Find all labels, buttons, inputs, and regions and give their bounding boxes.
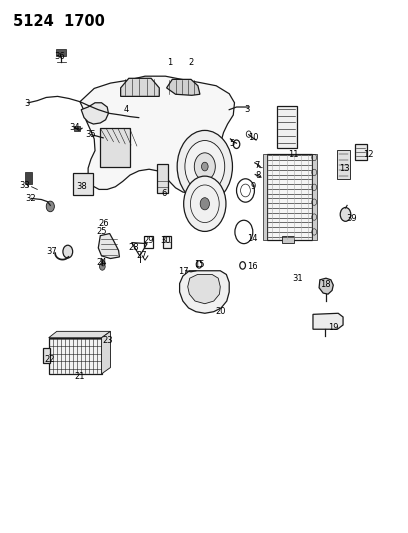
Bar [337, 150, 350, 179]
Text: 34: 34 [70, 123, 80, 132]
Bar [73, 173, 93, 195]
Bar [42, 349, 50, 364]
Bar [49, 338, 102, 374]
Bar [74, 126, 80, 132]
Text: 23: 23 [102, 336, 113, 345]
Text: 19: 19 [328, 323, 339, 332]
Circle shape [202, 162, 208, 171]
Text: 1: 1 [167, 59, 172, 67]
Polygon shape [81, 103, 109, 124]
Text: 16: 16 [247, 262, 257, 271]
Text: 29: 29 [144, 237, 154, 246]
Bar [25, 172, 32, 184]
Text: 37: 37 [46, 247, 57, 256]
Circle shape [100, 263, 105, 270]
Bar [56, 49, 66, 56]
Text: 2: 2 [188, 59, 194, 67]
Bar [267, 154, 312, 240]
Bar [277, 106, 297, 149]
Text: 38: 38 [77, 182, 87, 191]
Circle shape [63, 245, 73, 258]
Text: 27: 27 [137, 252, 148, 260]
Polygon shape [121, 78, 159, 96]
Text: 7: 7 [254, 161, 259, 170]
Text: 5: 5 [230, 139, 235, 148]
Text: 36: 36 [54, 52, 65, 61]
Circle shape [101, 261, 105, 266]
Circle shape [185, 141, 225, 192]
Bar [100, 128, 130, 166]
Text: 4: 4 [124, 104, 129, 114]
Text: 18: 18 [320, 279, 330, 288]
Text: 21: 21 [74, 372, 84, 381]
Text: 26: 26 [98, 220, 109, 229]
Text: 35: 35 [85, 130, 95, 139]
Bar [157, 165, 168, 193]
Text: 15: 15 [194, 261, 204, 269]
Bar [144, 236, 153, 248]
Circle shape [194, 153, 215, 180]
Text: 17: 17 [178, 268, 189, 276]
Text: 9: 9 [251, 182, 256, 191]
Text: 13: 13 [339, 164, 350, 173]
Bar [312, 154, 317, 240]
Text: 12: 12 [364, 150, 374, 159]
Polygon shape [80, 76, 235, 193]
Text: 14: 14 [247, 234, 257, 243]
Bar [282, 236, 294, 243]
Text: 20: 20 [215, 307, 226, 316]
Polygon shape [98, 233, 120, 259]
Text: 8: 8 [255, 171, 261, 180]
Text: 3: 3 [244, 104, 249, 114]
Text: 5124  1700: 5124 1700 [13, 14, 105, 29]
Text: 10: 10 [248, 133, 259, 142]
Text: 3: 3 [24, 99, 30, 108]
Polygon shape [180, 271, 229, 313]
Polygon shape [313, 313, 343, 329]
Text: 25: 25 [96, 228, 107, 237]
Polygon shape [102, 332, 111, 374]
Text: 22: 22 [44, 355, 55, 364]
Text: 39: 39 [346, 214, 357, 223]
Polygon shape [166, 79, 200, 95]
Text: 24: 24 [96, 258, 107, 266]
Text: 30: 30 [160, 237, 171, 246]
Bar [355, 144, 367, 160]
Bar [162, 236, 171, 248]
Polygon shape [49, 332, 111, 338]
Text: 6: 6 [162, 189, 167, 198]
Circle shape [200, 198, 209, 210]
Text: 11: 11 [288, 150, 299, 159]
Text: 32: 32 [25, 195, 35, 204]
Polygon shape [188, 274, 220, 304]
Circle shape [184, 176, 226, 231]
Text: 31: 31 [292, 273, 303, 282]
Bar [263, 154, 267, 240]
Text: 28: 28 [129, 244, 140, 253]
Circle shape [177, 131, 233, 203]
Text: 33: 33 [19, 181, 30, 190]
Polygon shape [319, 278, 333, 294]
Circle shape [340, 207, 351, 221]
Circle shape [46, 201, 54, 212]
